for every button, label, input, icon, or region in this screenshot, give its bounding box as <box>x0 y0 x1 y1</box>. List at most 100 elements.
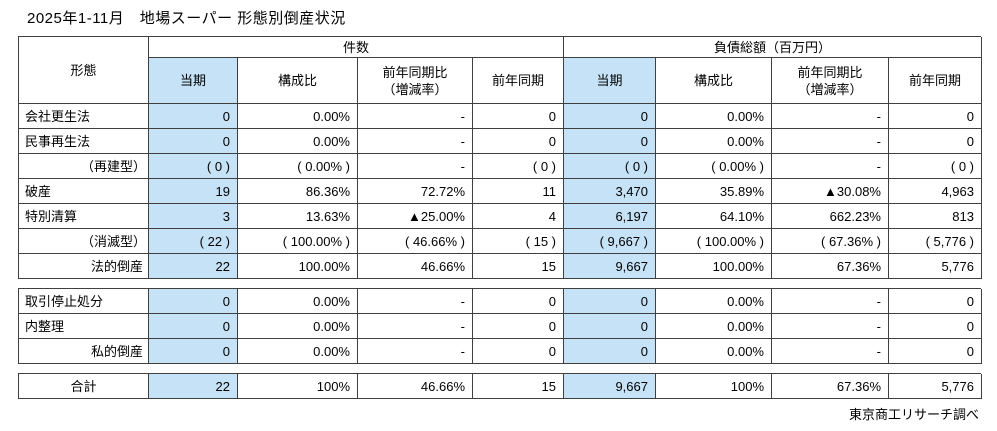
value-cell: 0.00% <box>656 314 772 339</box>
value-cell: 0 <box>149 129 238 154</box>
value-cell: 46.66% <box>358 374 473 399</box>
value-cell: 35.89% <box>656 179 772 204</box>
col-header-kensu-koseihi: 構成比 <box>238 58 358 104</box>
value-cell: 662.23% <box>772 204 889 229</box>
value-cell: 0.00% <box>656 129 772 154</box>
col-header-fusai-toki: 当期 <box>564 58 656 104</box>
value-cell: ▲30.08% <box>772 179 889 204</box>
value-cell: - <box>772 339 889 364</box>
row-label: 民事再生法 <box>19 129 149 154</box>
col-header-line1: 前年同期比 <box>382 64 448 80</box>
col-header-kensu-zennen-doukihi: 前年同期比 （増減率） <box>358 58 473 104</box>
value-cell: 0.00% <box>656 289 772 314</box>
value-cell: ▲25.00% <box>358 204 473 229</box>
table-body-blocks: 会社更生法 0 0.00% -0 0 0.00% -0 民事再生法 0 0.00% -0 0 0.00%… <box>18 104 982 399</box>
group-header-kensu: 件数 <box>149 37 564 58</box>
value-cell: 0 <box>473 289 564 314</box>
table-block: 会社更生法 0 0.00% -0 0 0.00% -0 民事再生法 0 0.00% -0 0 0.00%… <box>18 104 982 279</box>
value-cell: 6,197 <box>564 204 656 229</box>
value-cell: - <box>358 129 473 154</box>
value-cell: 0 <box>473 104 564 129</box>
value-cell: 0 <box>564 289 656 314</box>
value-cell: 0 <box>149 289 238 314</box>
value-cell: 0.00% <box>238 314 358 339</box>
value-cell: 15 <box>473 254 564 279</box>
value-cell: ( 100.00% ) <box>656 229 772 254</box>
value-cell: - <box>772 154 889 179</box>
row-label: 内整理 <box>19 314 149 339</box>
value-cell: 100% <box>238 374 358 399</box>
value-cell: 0 <box>149 104 238 129</box>
value-cell: ( 0.00% ) <box>656 154 772 179</box>
value-cell: - <box>358 289 473 314</box>
value-cell: 3,470 <box>564 179 656 204</box>
value-cell: - <box>358 314 473 339</box>
col-header-fusai-zennen-doukihi: 前年同期比 （増減率） <box>772 58 889 104</box>
value-cell: 9,667 <box>564 374 656 399</box>
value-cell: - <box>772 104 889 129</box>
value-cell: ( 0 ) <box>149 154 238 179</box>
value-cell: ( 100.00% ) <box>238 229 358 254</box>
value-cell: - <box>358 104 473 129</box>
row-label: 私的倒産 <box>19 339 149 364</box>
value-cell: 0 <box>473 339 564 364</box>
value-cell: 0 <box>889 289 982 314</box>
value-cell: - <box>772 129 889 154</box>
value-cell: 813 <box>889 204 982 229</box>
col-header-line1: 前年同期比 <box>797 64 863 80</box>
value-cell: - <box>358 154 473 179</box>
value-cell: 11 <box>473 179 564 204</box>
value-cell: 0.00% <box>238 339 358 364</box>
row-label: 特別清算 <box>19 204 149 229</box>
row-label: 法的倒産 <box>19 254 149 279</box>
value-cell: 22 <box>149 374 238 399</box>
col-header-fusai-zennen-douki: 前年同期 <box>889 58 982 104</box>
value-cell: 22 <box>149 254 238 279</box>
value-cell: ( 0.00% ) <box>238 154 358 179</box>
table-header: 形態 件数 負債総額（百万円） 当期 構成比 前年同期比 （増減率） 前年同期 … <box>18 36 982 104</box>
value-cell: - <box>772 289 889 314</box>
value-cell: 0 <box>889 314 982 339</box>
value-cell: - <box>772 314 889 339</box>
value-cell: 5,776 <box>889 254 982 279</box>
value-cell: 9,667 <box>564 254 656 279</box>
col-header-line2: （増減率） <box>797 81 863 97</box>
value-cell: 0 <box>149 314 238 339</box>
value-cell: 3 <box>149 204 238 229</box>
value-cell: 0 <box>889 129 982 154</box>
col-header-kensu-zennen-douki: 前年同期 <box>473 58 564 104</box>
row-label: 会社更生法 <box>19 104 149 129</box>
corner-header-keitai: 形態 <box>19 37 149 104</box>
value-cell: 67.36% <box>772 254 889 279</box>
value-cell: ( 15 ) <box>473 229 564 254</box>
row-label: （再建型） <box>19 154 149 179</box>
value-cell: 0.00% <box>656 104 772 129</box>
value-cell: 19 <box>149 179 238 204</box>
value-cell: 0 <box>564 314 656 339</box>
value-cell: 0.00% <box>238 104 358 129</box>
col-header-line2: （増減率） <box>382 81 448 97</box>
value-cell: 0 <box>889 104 982 129</box>
table-block: 取引停止処分 0 0.00% -0 0 0.00% -0 内整理 0 0.00% -0 0 0.00% -… <box>18 288 982 364</box>
value-cell: 13.63% <box>238 204 358 229</box>
value-cell: 5,776 <box>889 374 982 399</box>
value-cell: - <box>358 339 473 364</box>
col-header-kensu-toki: 当期 <box>149 58 238 104</box>
value-cell: 0.00% <box>656 339 772 364</box>
table-block: 合計 22 100% 46.66% 15 9,667 100% 67.36% 5,776 <box>18 373 982 399</box>
value-cell: 0.00% <box>238 289 358 314</box>
bankruptcy-table: 形態 件数 負債総額（百万円） 当期 構成比 前年同期比 （増減率） 前年同期 … <box>18 36 982 399</box>
value-cell: 100.00% <box>238 254 358 279</box>
row-label: 取引停止処分 <box>19 289 149 314</box>
value-cell: 100.00% <box>656 254 772 279</box>
value-cell: 4 <box>473 204 564 229</box>
page-title: 2025年1-11月 地場スーパー 形態別倒産状況 <box>27 10 346 27</box>
value-cell: ( 9,667 ) <box>564 229 656 254</box>
row-label: （消滅型） <box>19 229 149 254</box>
value-cell: 0 <box>149 339 238 364</box>
value-cell: 64.10% <box>656 204 772 229</box>
group-header-fusai-sogaku: 負債総額（百万円） <box>564 37 982 58</box>
value-cell: 86.36% <box>238 179 358 204</box>
value-cell: 0 <box>564 129 656 154</box>
value-cell: 0 <box>473 129 564 154</box>
